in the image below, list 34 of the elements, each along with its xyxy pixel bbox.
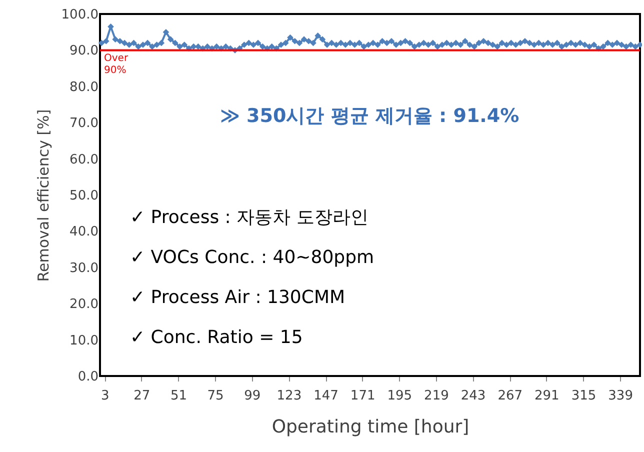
x-tick-label: 195 bbox=[387, 388, 412, 404]
annotation: ≫ 350시간 평균 제거율 : 91.4% bbox=[220, 105, 520, 127]
y-tick-label: 70.0 bbox=[70, 116, 98, 132]
y-tick-label: 10.0 bbox=[70, 333, 98, 348]
y-tick-label: 20.0 bbox=[70, 297, 98, 312]
y-tick-label: 100.0 bbox=[61, 8, 98, 22]
x-tick-label: 3 bbox=[100, 388, 110, 404]
x-tick-label: 147 bbox=[314, 388, 338, 404]
x-axis-title: Operating time [hour] bbox=[272, 416, 470, 438]
y-tick-label: 80.0 bbox=[70, 80, 98, 95]
x-tick-label: 75 bbox=[207, 388, 224, 404]
x-tick-label: 267 bbox=[498, 388, 523, 404]
annotation: ✓ Process : 자동차 도장라인 bbox=[130, 207, 368, 228]
y-axis-title: Removal efficiency [%] bbox=[34, 109, 52, 282]
x-tick-label: 171 bbox=[350, 388, 376, 404]
y-tick-label: 30.0 bbox=[70, 260, 98, 276]
x-tick-label: 291 bbox=[534, 388, 560, 404]
y-tick-label: 60.0 bbox=[70, 152, 98, 168]
x-tick-label: 315 bbox=[571, 388, 596, 404]
y-tick-label: 90.0 bbox=[70, 44, 98, 59]
y-tick-label: 40.0 bbox=[70, 224, 98, 240]
x-tick-label: 99 bbox=[244, 388, 261, 404]
x-tick-label: 339 bbox=[608, 388, 633, 404]
x-tick-label: 51 bbox=[170, 388, 188, 404]
y-tick-label: 0.0 bbox=[78, 370, 98, 384]
y-tick-label: 50.0 bbox=[70, 188, 98, 204]
x-tick-label: 219 bbox=[424, 388, 449, 404]
x-tick-label: 123 bbox=[276, 388, 302, 404]
x-tick-label: 243 bbox=[460, 388, 486, 404]
annotation: ✓ Conc. Ratio = 15 bbox=[130, 327, 303, 348]
annotation: ✓ Process Air : 130CMM bbox=[130, 287, 346, 308]
ref-line-label: Over 90% bbox=[104, 53, 129, 76]
annotation: ✓ VOCs Conc. : 40~80ppm bbox=[130, 247, 374, 268]
x-tick-label: 27 bbox=[134, 388, 150, 404]
